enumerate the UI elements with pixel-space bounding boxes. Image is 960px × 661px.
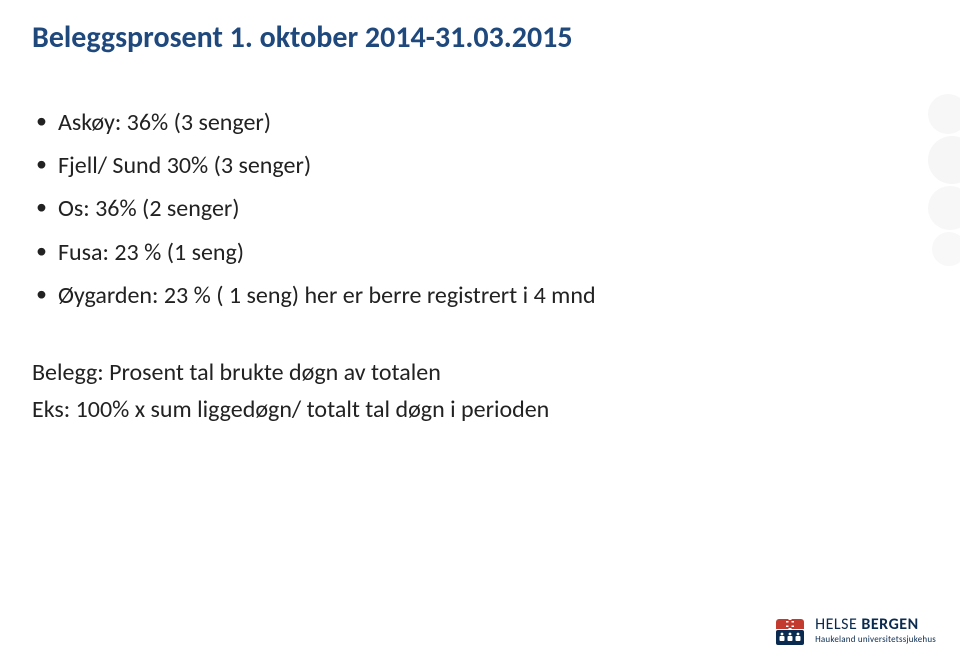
bullet-list: Askøy: 36% (3 senger) Fjell/ Sund 30% (3… [32,104,928,314]
body-line: Eks: 100% x sum liggedøgn/ totalt tal dø… [32,391,928,428]
list-item: Askøy: 36% (3 senger) [32,104,928,141]
slide: Beleggsprosent 1. oktober 2014-31.03.201… [0,0,960,661]
logo-text: HELSE BERGEN Haukeland universitetssjuke… [815,617,936,644]
logo: HELSE BERGEN Haukeland universitetssjuke… [775,617,936,647]
body-line: Belegg: Prosent tal brukte døgn av total… [32,354,928,391]
logo-subtitle: Haukeland universitetssjukehus [815,635,936,644]
logo-mark-icon [775,617,805,647]
page-title: Beleggsprosent 1. oktober 2014-31.03.201… [32,20,928,56]
list-item: Fusa: 23 % (1 seng) [32,234,928,271]
logo-brand-1: HELSE [815,615,857,634]
list-item: Øygarden: 23 % ( 1 seng) her er berre re… [32,277,928,314]
decorative-circles [910,90,954,260]
logo-brand-2: BERGEN [861,615,918,634]
list-item: Os: 36% (2 senger) [32,190,928,227]
list-item: Fjell/ Sund 30% (3 senger) [32,147,928,184]
